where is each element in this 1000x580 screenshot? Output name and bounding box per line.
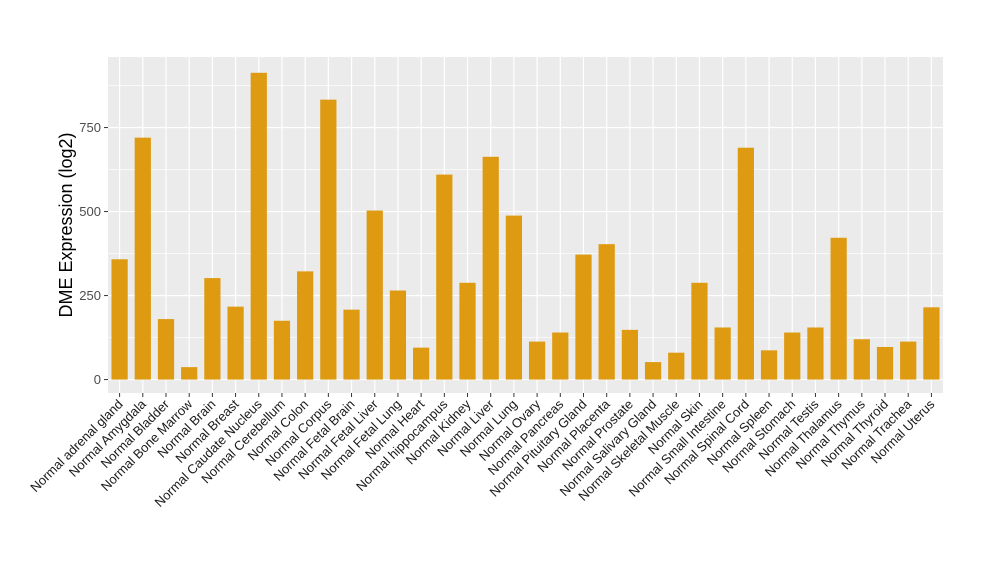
y-tick-label: 500	[79, 204, 101, 219]
plot-panel	[108, 57, 943, 393]
bar	[853, 339, 870, 380]
bar	[181, 367, 198, 380]
bar	[343, 309, 360, 380]
bar	[598, 244, 615, 380]
bars	[111, 72, 940, 380]
bar	[389, 290, 407, 380]
bar	[250, 72, 267, 380]
bar	[876, 346, 894, 380]
y-axis-ticks: 0 250 500 750	[79, 120, 108, 387]
bar	[552, 332, 569, 380]
bar	[505, 215, 523, 380]
bar	[830, 237, 847, 380]
bar	[807, 327, 824, 380]
bar	[413, 347, 430, 380]
bar	[436, 174, 453, 380]
bar	[227, 306, 244, 380]
bar	[204, 278, 221, 380]
bar	[459, 282, 476, 380]
bar	[366, 210, 383, 380]
bar	[297, 271, 314, 380]
y-axis-title: DME Expression (log2)	[56, 132, 76, 317]
bar	[134, 137, 151, 380]
bar	[760, 350, 778, 380]
bar	[784, 332, 801, 380]
bar	[273, 320, 291, 380]
bar	[621, 329, 638, 380]
bar	[900, 341, 917, 380]
bar	[111, 259, 128, 380]
y-tick-label: 0	[94, 372, 101, 387]
bar	[575, 254, 592, 380]
bar	[528, 341, 546, 380]
bar	[737, 147, 754, 380]
bar	[644, 362, 662, 380]
y-tick-label: 250	[79, 288, 101, 303]
minor-gridlines	[108, 85, 943, 338]
bar	[668, 352, 685, 380]
bar	[923, 307, 940, 380]
y-tick-label: 750	[79, 120, 101, 135]
bar	[482, 156, 499, 380]
bar	[691, 282, 708, 380]
bar	[157, 319, 175, 380]
bar	[320, 99, 337, 380]
bar	[714, 327, 731, 380]
